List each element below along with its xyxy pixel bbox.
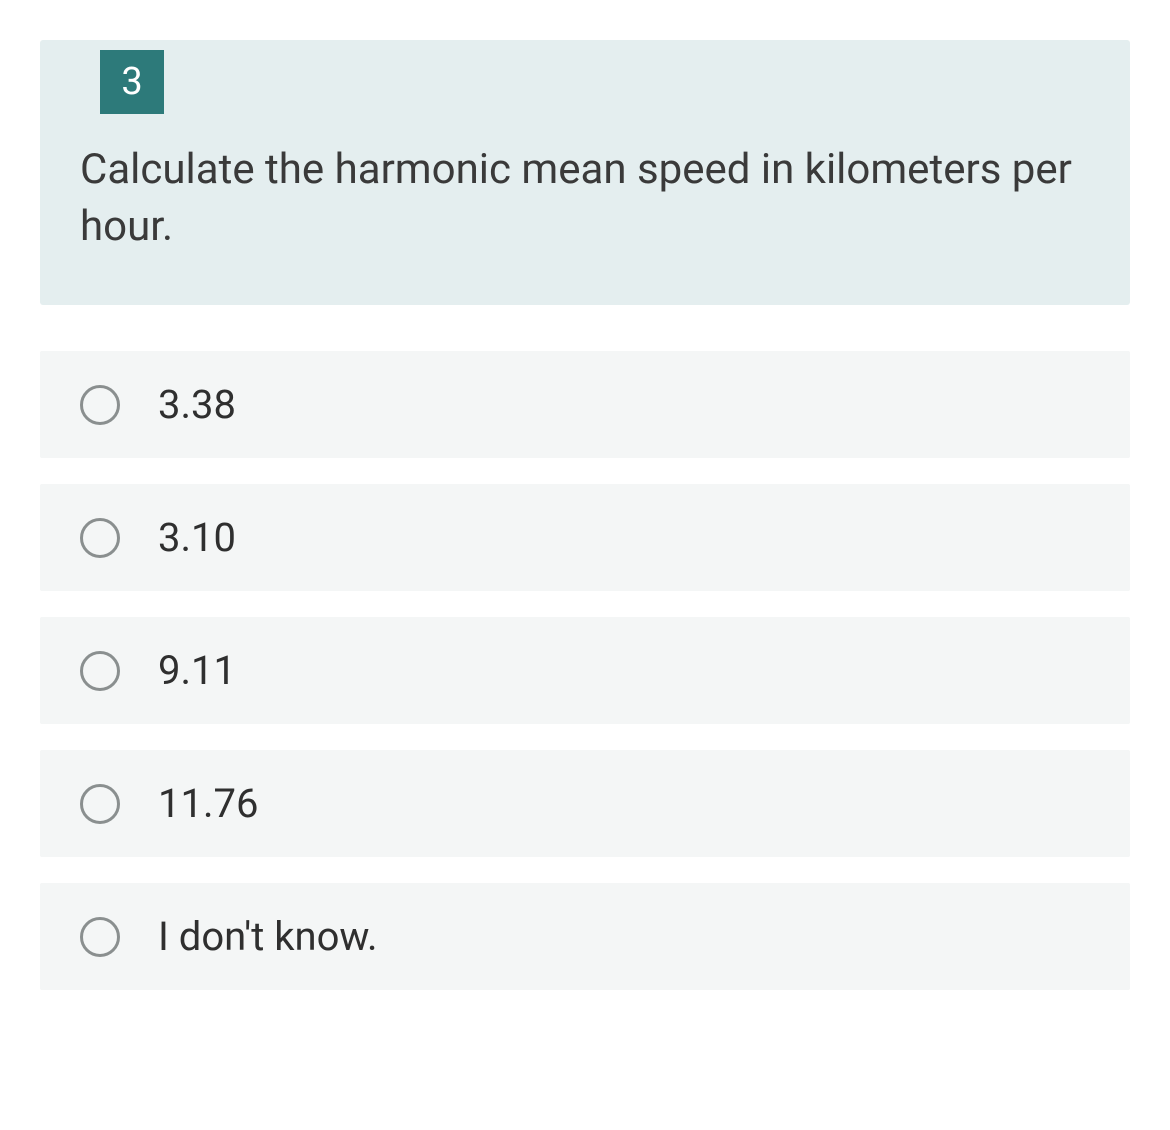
- option-row[interactable]: 11.76: [40, 750, 1130, 857]
- option-label: 9.11: [158, 647, 236, 694]
- question-text: Calculate the harmonic mean speed in kil…: [40, 114, 1130, 255]
- option-row[interactable]: 9.11: [40, 617, 1130, 724]
- radio-icon[interactable]: [80, 784, 120, 824]
- question-number: 3: [121, 60, 142, 104]
- radio-icon[interactable]: [80, 518, 120, 558]
- question-number-badge: 3: [100, 50, 164, 114]
- radio-icon[interactable]: [80, 651, 120, 691]
- option-label: I don't know.: [158, 913, 378, 960]
- radio-icon[interactable]: [80, 385, 120, 425]
- option-row[interactable]: I don't know.: [40, 883, 1130, 990]
- option-label: 3.10: [158, 514, 236, 561]
- option-row[interactable]: 3.10: [40, 484, 1130, 591]
- radio-icon[interactable]: [80, 917, 120, 957]
- options-list: 3.38 3.10 9.11 11.76 I don't know.: [40, 351, 1130, 990]
- question-container: 3 Calculate the harmonic mean speed in k…: [0, 0, 1170, 990]
- option-label: 3.38: [158, 381, 236, 428]
- question-header: 3 Calculate the harmonic mean speed in k…: [40, 40, 1130, 305]
- option-label: 11.76: [158, 780, 258, 827]
- option-row[interactable]: 3.38: [40, 351, 1130, 458]
